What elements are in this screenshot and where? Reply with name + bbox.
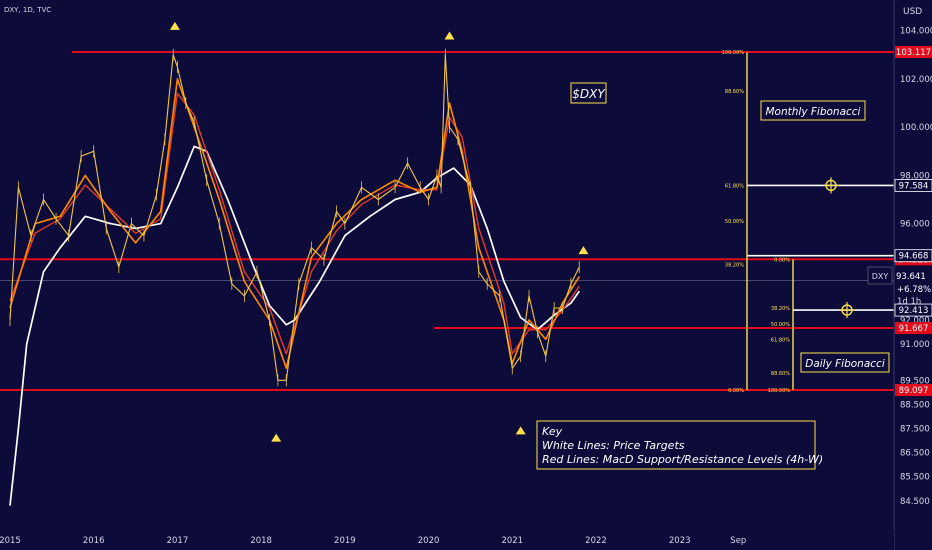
monthly-fib-level-label: 0.00% — [728, 388, 744, 394]
target-reticle-icon — [823, 177, 839, 194]
monthly-fib-level-label: 100.00% — [722, 50, 744, 56]
daily-fib-level-label: 38.20% — [771, 306, 790, 312]
x-tick-label: Sep — [730, 536, 746, 546]
symbol-header: DXY, 1D, TVC — [4, 6, 51, 14]
daily-fib-label: Daily Fibonacci — [805, 358, 885, 370]
series-layer — [9, 48, 580, 506]
quote-timeframe: 1d 1h — [897, 297, 921, 307]
y-tick-label: 98.000 — [900, 171, 930, 181]
target-price-tag — [894, 178, 932, 192]
target-price-label: 94.668 — [899, 252, 929, 262]
level-lines — [0, 51, 894, 391]
target-price-tag — [894, 303, 932, 317]
chart-title-box — [570, 82, 607, 104]
daily-fib-level-label: 100.00% — [768, 388, 790, 394]
x-tick-label: 2019 — [334, 536, 356, 546]
y-tick-label: 89.500 — [900, 376, 930, 386]
trough-marker-up — [271, 433, 282, 442]
quote-price: 93.641 — [896, 272, 926, 282]
x-tick-label: 2015 — [0, 536, 21, 546]
price-axis[interactable]: 104.000102.000100.00098.00096.00092.0009… — [893, 0, 932, 550]
y-tick-label: 85.500 — [900, 473, 930, 483]
y-tick-label: 96.000 — [900, 220, 930, 230]
resistance-price-tag — [895, 46, 932, 58]
target-reticle-icon — [839, 302, 855, 319]
x-tick-label: 2021 — [501, 536, 523, 546]
y-tick-label: 87.500 — [900, 425, 930, 435]
y-tick-label: 88.500 — [900, 400, 930, 410]
y-tick-label: 104.000 — [900, 27, 932, 37]
key-title: Key — [542, 425, 563, 438]
daily-fib-level-label: 50.00% — [771, 322, 790, 328]
monthly-fib-label-box — [760, 100, 866, 121]
monthly-fib-level-label: 61.80% — [725, 183, 744, 189]
x-tick-label: 2017 — [167, 536, 189, 546]
chart-title: $DXY — [572, 87, 606, 101]
monthly-fib-level-label: 88.60% — [725, 89, 744, 95]
quote-change: +6.78% — [897, 285, 931, 295]
monthly-fib-level-label: 50.00% — [725, 219, 744, 225]
daily-fib-level-label: 61.80% — [771, 337, 790, 343]
y-tick-label: 102.000 — [900, 75, 932, 85]
resistance-price-label: 91.667 — [899, 324, 929, 334]
price-axis-background — [894, 0, 932, 550]
daily-fib-level-label: 88.60% — [771, 371, 790, 377]
y-tick-label: 91.000 — [900, 340, 930, 350]
current-quote[interactable]: DXY 93.641 +6.78% 1d 1h — [867, 266, 931, 307]
resistance-price-label: 103.117 — [896, 48, 931, 58]
peak-marker-up — [169, 21, 180, 30]
key-line-red: Red Lines: MacD Support/Resistance Level… — [542, 453, 823, 466]
daily-fib-level-label: 0.00% — [774, 257, 790, 263]
target-price-tag — [894, 249, 932, 263]
currency-label: USD — [903, 7, 922, 17]
ema_mid-line — [9, 92, 580, 355]
time-axis-background — [0, 530, 894, 550]
time-axis[interactable]: 2015 2016 2017 2018 2019 2020 2021 2022 2023 Sep — [0, 530, 894, 550]
target-price-label: 92.413 — [899, 306, 929, 316]
monthly-fib-level-label: 38.20% — [725, 263, 744, 269]
trough-marker-up — [515, 426, 526, 435]
peak-marker-up — [444, 31, 455, 40]
x-tick-label: 2020 — [418, 536, 440, 546]
y-tick-label: 84.500 — [900, 497, 930, 507]
marker-layer — [169, 21, 589, 442]
y-tick-label: 92.000 — [900, 316, 930, 326]
monthly-fib-label: Monthly Fibonacci — [766, 106, 861, 118]
daily-fib-label-box — [800, 352, 890, 373]
resistance-price-tag — [895, 384, 932, 396]
y-tick-label: 86.500 — [900, 449, 930, 459]
resistance-price-tag — [895, 322, 932, 335]
quote-symbol: DXY — [872, 272, 889, 281]
ma_slow-line — [9, 145, 580, 506]
key-legend: Key White Lines: Price Targets Red Lines… — [536, 420, 823, 470]
x-tick-label: 2016 — [83, 536, 105, 546]
x-tick-label: 2023 — [669, 536, 691, 546]
fibonacci-layer: 100.00% 88.60% 61.80% 50.00% 38.20% 0.00% 0.00… — [722, 50, 855, 394]
y-tick-label: 100.000 — [900, 123, 932, 133]
target-price-label: 97.584 — [899, 181, 929, 191]
peak-marker-up — [578, 246, 589, 255]
x-tick-label: 2022 — [585, 536, 607, 546]
resistance-price-label: 89.097 — [899, 386, 929, 396]
key-line-white: White Lines: Price Targets — [542, 439, 685, 452]
x-tick-label: 2018 — [250, 536, 272, 546]
